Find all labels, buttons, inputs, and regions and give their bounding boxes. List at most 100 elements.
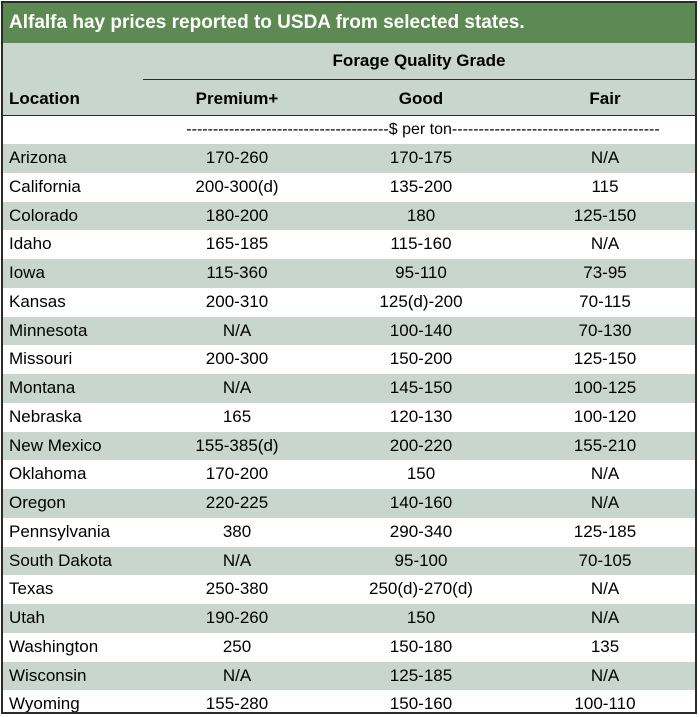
good-cell: 150-180 xyxy=(389,636,453,656)
location-cell: Wyoming xyxy=(9,694,80,714)
premium-cell: N/A xyxy=(222,378,252,397)
premium-cell: 180-200 xyxy=(205,205,269,225)
table-row: Wisconsin N/A 125-185 N/A xyxy=(3,661,695,691)
fair-cell: N/A xyxy=(590,493,620,512)
premium-cell: 170-200 xyxy=(205,464,269,484)
forage-quality-grade-heading: Forage Quality Grade xyxy=(143,43,695,80)
table-row: Texas 250-380 250(d)-270(d) N/A xyxy=(3,575,695,604)
fair-cell: 115 xyxy=(591,176,619,196)
premium-cell: 380 xyxy=(222,521,252,541)
location-cell: Montana xyxy=(9,378,76,397)
fair-cell: N/A xyxy=(590,665,620,685)
fair-cell: N/A xyxy=(590,579,620,599)
good-cell: 200-220 xyxy=(389,435,453,455)
good-cell: 150-160 xyxy=(389,694,453,714)
location-cell: Kansas xyxy=(9,291,66,311)
fair-cell: 73-95 xyxy=(583,263,627,282)
fair-cell: 100-110 xyxy=(574,694,636,714)
location-cell: New Mexico xyxy=(9,435,102,455)
good-column-header: Good xyxy=(398,89,444,108)
premium-cell: 170-260 xyxy=(205,148,269,167)
table-header: Forage Quality Grade Location Premium+ G… xyxy=(3,43,695,115)
fair-cell: 125-150 xyxy=(573,349,637,369)
premium-cell: 165 xyxy=(222,406,252,426)
good-cell: 95-100 xyxy=(394,550,448,570)
table-row: Montana N/A 145-150 100-125 xyxy=(3,374,695,403)
table-row: Kansas 200-310 125(d)-200 70-115 xyxy=(3,288,695,317)
table-row: New Mexico 155-385(d) 200-220 155-210 xyxy=(3,431,695,461)
location-cell: Wisconsin xyxy=(9,665,87,685)
premium-cell: 200-300 xyxy=(205,349,269,369)
good-cell: 140-160 xyxy=(389,493,453,512)
premium-cell: 250 xyxy=(222,636,252,656)
good-cell: 180 xyxy=(406,205,436,225)
table-row: South Dakota N/A 95-100 70-105 xyxy=(3,546,695,576)
location-column-header: Location xyxy=(9,89,80,108)
location-cell: Minnesota xyxy=(9,320,88,340)
table-row: Washington 250 150-180 135 xyxy=(3,633,695,662)
fair-cell: 125-150 xyxy=(573,205,637,225)
fair-cell: N/A xyxy=(590,608,620,627)
premium-cell: 190-260 xyxy=(205,608,269,627)
location-cell: Nebraska xyxy=(9,406,82,426)
fair-cell: 70-105 xyxy=(578,550,632,570)
unit-label: --------------------------------------$ … xyxy=(186,121,660,138)
fair-cell: N/A xyxy=(590,464,620,484)
premium-cell: 250-380 xyxy=(205,579,269,599)
location-cell: Oklahoma xyxy=(9,464,87,484)
table-title: Alfalfa hay prices reported to USDA from… xyxy=(3,3,695,43)
table-row: Nebraska 165 120-130 100-120 xyxy=(3,403,695,432)
location-cell: Missouri xyxy=(9,349,73,369)
good-cell: 135-200 xyxy=(389,176,453,196)
fair-cell: 125-185 xyxy=(573,521,637,541)
location-cell: Texas xyxy=(9,579,54,599)
location-cell: California xyxy=(9,176,81,196)
premium-cell: 115-360 xyxy=(206,263,268,282)
table-row: Idaho 165-185 115-160 N/A xyxy=(3,230,695,259)
table-row: Minnesota N/A 100-140 70-130 xyxy=(3,316,695,346)
fair-cell: 100-120 xyxy=(573,406,637,426)
premium-cell: N/A xyxy=(222,320,252,340)
table-row: Utah 190-260 150 N/A xyxy=(3,604,695,633)
fair-cell: 155-210 xyxy=(573,435,637,455)
premium-column-header: Premium+ xyxy=(195,89,279,108)
premium-cell: 200-300(d) xyxy=(195,176,279,196)
good-cell: 150-200 xyxy=(389,349,453,369)
premium-cell: 165-185 xyxy=(205,234,269,254)
fair-cell: 70-130 xyxy=(578,320,632,340)
location-cell: Colorado xyxy=(9,205,78,225)
good-cell: 250(d)-270(d) xyxy=(369,579,473,599)
table-row: Oregon 220-225 140-160 N/A xyxy=(3,489,695,518)
fair-cell: 100-125 xyxy=(573,378,637,397)
location-cell: Idaho xyxy=(9,234,52,254)
good-cell: 120-130 xyxy=(389,406,453,426)
table-body: Arizona 170-260 170-175 N/A California 200-30… xyxy=(3,144,695,714)
table-row: Oklahoma 170-200 150 N/A xyxy=(3,460,695,489)
fair-cell: N/A xyxy=(590,234,620,254)
table-row: Wyoming 155-280 150-160 100-110 xyxy=(3,690,695,714)
good-cell: 145-150 xyxy=(389,378,453,397)
good-cell: 125-185 xyxy=(389,665,453,685)
fair-cell: N/A xyxy=(590,148,620,167)
unit-row: --------------------------------------$ … xyxy=(3,115,695,144)
premium-cell: 220-225 xyxy=(205,493,269,512)
premium-cell: N/A xyxy=(222,665,252,685)
premium-cell: 200-310 xyxy=(205,291,269,311)
table-row: California 200-300(d) 135-200 115 xyxy=(3,173,695,202)
table-row: Colorado 180-200 180 125-150 xyxy=(3,201,695,231)
good-cell: 115-160 xyxy=(390,234,452,254)
good-cell: 150 xyxy=(406,608,436,627)
good-cell: 125(d)-200 xyxy=(379,291,463,311)
good-cell: 150 xyxy=(406,464,436,484)
premium-cell: 155-385(d) xyxy=(195,435,279,455)
location-cell: Pennsylvania xyxy=(9,521,111,541)
location-cell: Utah xyxy=(9,608,45,627)
table-row: Arizona 170-260 170-175 N/A xyxy=(3,144,695,173)
location-cell: Iowa xyxy=(9,263,45,282)
location-cell: Oregon xyxy=(9,493,66,512)
fair-column-header: Fair xyxy=(589,89,621,108)
premium-cell: N/A xyxy=(222,550,252,570)
table-row: Missouri 200-300 150-200 125-150 xyxy=(3,345,695,374)
fair-cell: 135 xyxy=(590,636,620,656)
